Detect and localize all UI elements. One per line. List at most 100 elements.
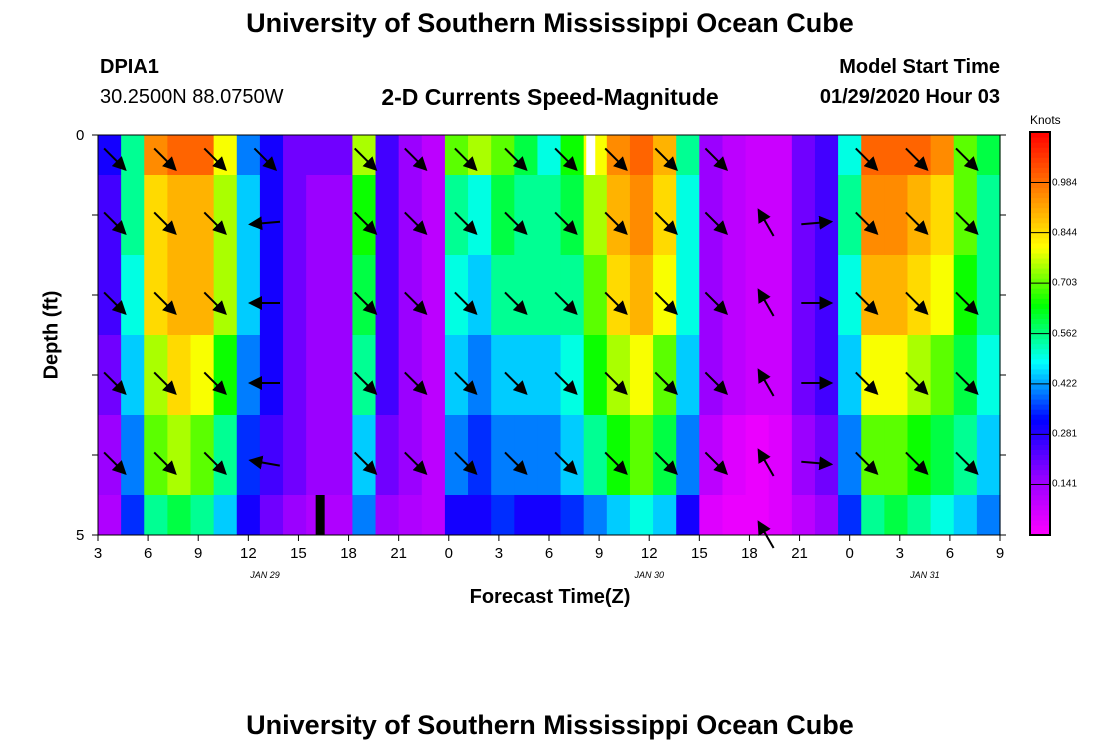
plot-axes — [92, 134, 1006, 541]
heatmap-cell — [236, 495, 261, 536]
heatmap-cell — [398, 415, 423, 496]
current-arrow — [153, 147, 177, 172]
heatmap-cell — [838, 255, 862, 336]
heatmap-cell — [491, 495, 515, 536]
heatmap-cell — [236, 255, 261, 336]
heatmap-cell — [306, 335, 330, 416]
current-arrow — [855, 147, 879, 172]
colorbar-tick-label: 0.281 — [1052, 428, 1078, 440]
heatmap-cell — [653, 255, 677, 336]
heatmap-cell — [468, 495, 492, 536]
x-tick-label: 12 — [239, 545, 257, 562]
colorbar-segment — [1030, 494, 1050, 501]
heatmap-cell — [537, 495, 562, 536]
colorbar-segment — [1030, 182, 1050, 189]
heatmap-cell — [375, 255, 400, 336]
heatmap-cell — [283, 255, 307, 336]
current-arrow — [704, 291, 729, 316]
colorbar-unit-label: Knots — [1030, 113, 1061, 127]
heatmap-cell — [121, 415, 145, 496]
heatmap-cell — [884, 335, 909, 416]
colorbar-segment — [1030, 489, 1050, 496]
heatmap-cell — [259, 495, 284, 536]
heatmap-cell — [653, 415, 677, 496]
colorbar-segment — [1030, 252, 1050, 259]
heatmap-cell — [491, 415, 515, 496]
heatmap-cell — [699, 495, 724, 536]
heatmap-cell — [283, 175, 307, 256]
heatmap-cell — [606, 175, 631, 256]
heatmap-cell — [606, 495, 631, 536]
colorbar-segment — [1030, 424, 1050, 430]
current-arrow — [704, 451, 729, 476]
heatmap-cell — [791, 175, 816, 256]
colorbar-segment — [1030, 383, 1050, 390]
x-tick-label: 3 — [494, 545, 504, 562]
heatmap-cell — [329, 415, 354, 496]
heatmap-cell — [791, 335, 816, 416]
heatmap-cell — [838, 415, 862, 496]
heatmap-cell — [213, 335, 238, 416]
current-arrow — [654, 147, 678, 172]
heatmap-cell — [421, 495, 446, 536]
heatmap-cell — [121, 335, 145, 416]
current-arrow — [153, 291, 177, 316]
heatmap-cell — [583, 255, 608, 336]
current-arrow — [404, 291, 428, 316]
colorbar-tick-label: 0.141 — [1052, 478, 1078, 490]
current-arrow — [103, 147, 127, 172]
x-tick-label: 0 — [444, 545, 453, 562]
current-arrow — [955, 211, 979, 236]
heatmap-cell — [98, 255, 122, 336]
heatmap-cell — [537, 175, 562, 256]
heatmap-cell — [259, 135, 284, 176]
colorbar-segment — [1030, 177, 1050, 183]
colorbar-segment — [1030, 217, 1050, 224]
colorbar-segment — [1030, 469, 1050, 476]
current-arrow — [855, 371, 879, 396]
heatmap-cell — [560, 135, 585, 176]
current-arrow — [654, 451, 678, 476]
heatmap-cell — [259, 175, 284, 256]
current-arrow — [103, 291, 127, 316]
current-arrow — [905, 147, 929, 172]
heatmap-cell — [167, 255, 192, 336]
x-tick-label: 0 — [845, 545, 854, 562]
heatmap-cell — [768, 175, 793, 256]
current-arrow — [504, 147, 528, 172]
heatmap-cell — [491, 335, 515, 416]
heatmap-cell — [213, 175, 238, 256]
heatmap-cell — [953, 135, 978, 176]
heatmap-cell — [259, 415, 284, 496]
heatmap-cell — [98, 335, 122, 416]
heatmap-cells — [98, 135, 1001, 536]
heatmap-cell — [283, 335, 307, 416]
current-arrow — [203, 451, 227, 476]
heatmap-cell — [468, 135, 492, 176]
current-arrow — [203, 371, 227, 396]
colorbar-segment — [1030, 162, 1050, 168]
current-arrow — [955, 371, 979, 396]
current-arrow — [103, 371, 127, 396]
heatmap-cell — [306, 415, 330, 496]
heatmap-cell — [537, 135, 562, 176]
heatmap-cell — [606, 255, 631, 336]
current-arrow — [905, 291, 929, 316]
heatmap-cell — [352, 135, 377, 176]
heatmap-cell — [190, 255, 215, 336]
heatmap-cell — [352, 495, 377, 536]
heatmap-cell — [953, 175, 978, 256]
current-arrow — [103, 211, 127, 236]
current-arrow — [454, 291, 478, 316]
colorbar-segment — [1030, 504, 1050, 511]
colorbar-segment — [1030, 353, 1050, 360]
colorbar-segment — [1030, 454, 1050, 461]
current-arrow — [454, 147, 478, 172]
heatmap-cell — [606, 135, 631, 176]
heatmap-cell — [375, 415, 400, 496]
heatmap-cell — [583, 415, 608, 496]
heatmap-cell — [98, 495, 122, 536]
heatmap-cell — [884, 175, 909, 256]
current-arrow — [604, 451, 628, 476]
colorbar-segment — [1030, 514, 1050, 521]
